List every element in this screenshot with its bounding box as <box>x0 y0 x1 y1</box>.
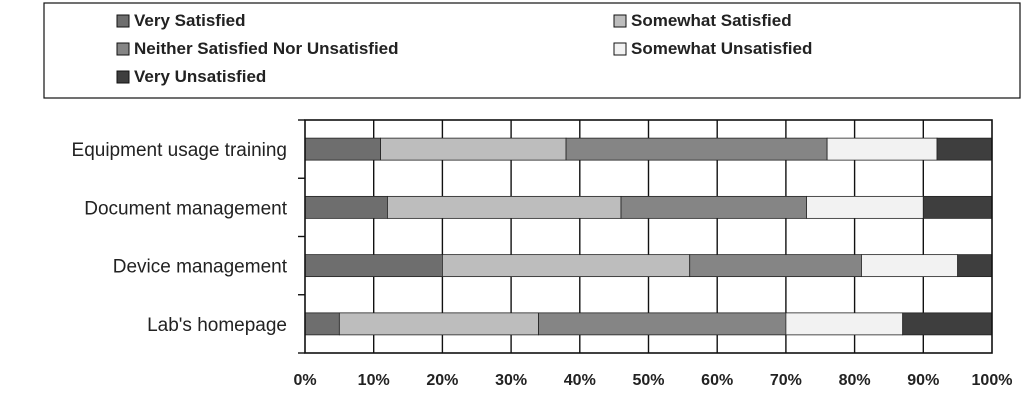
legend: Very Satisfied Somewhat Satisfied Neither … <box>43 2 1021 99</box>
bar-device-management-somewhat-unsatisfied <box>861 254 959 278</box>
bar-document-management-somewhat-unsatisfied <box>806 195 924 219</box>
category-axis: Equipment usage training Document managem… <box>72 140 288 336</box>
legend-entry-somewhat-satisfied: Somewhat Satisfied <box>631 11 792 30</box>
bar-equipment-usage-training-neither-satisfied-nor-unsatisfied <box>565 137 828 161</box>
bar-device-management-very-unsatisfied <box>957 254 993 278</box>
tick-label-40-pct: 40% <box>564 372 596 389</box>
bar-lab-s-homepage-somewhat-unsatisfied <box>785 312 904 336</box>
bar-device-management-somewhat-satisfied <box>441 254 691 278</box>
bar-document-management-very-satisfied <box>304 195 388 219</box>
tick-label-20-pct: 20% <box>426 372 458 389</box>
tick-label-70-pct: 70% <box>770 372 802 389</box>
value-axis: 0% 10% 20% 30% 40% 50% 60% 70% 80% 90% 100% <box>293 372 1012 389</box>
bar-equipment-usage-training-somewhat-satisfied <box>380 137 567 161</box>
tick-label-90-pct: 90% <box>907 372 939 389</box>
bar-device-management-very-satisfied <box>304 254 443 278</box>
bar-lab-s-homepage-very-unsatisfied <box>902 312 993 336</box>
legend-swatch-somewhat-unsatisfied <box>613 42 627 56</box>
bar-document-management-very-unsatisfied <box>922 195 993 219</box>
bar-lab-s-homepage-very-satisfied <box>304 312 340 336</box>
tick-label-10-pct: 10% <box>358 372 390 389</box>
tick-label-100-pct: 100% <box>972 372 1013 389</box>
bar-document-management-somewhat-satisfied <box>387 195 622 219</box>
tick-label-60-pct: 60% <box>701 372 733 389</box>
tick-label-30-pct: 30% <box>495 372 527 389</box>
legend-swatch-very-satisfied <box>116 14 130 28</box>
bar-document-management-neither-satisfied-nor-unsatisfied <box>620 195 807 219</box>
legend-entry-very-satisfied: Very Satisfied <box>134 11 246 30</box>
legend-frame <box>43 2 1021 99</box>
category-label-device-management: Device management <box>113 257 288 278</box>
bar-equipment-usage-training-very-satisfied <box>304 137 381 161</box>
legend-swatch-neither-satisfied-nor-unsatisfied <box>116 42 130 56</box>
bar-lab-s-homepage-somewhat-satisfied <box>338 312 539 336</box>
bar-device-management-neither-satisfied-nor-unsatisfied <box>689 254 862 278</box>
tick-label-80-pct: 80% <box>839 372 871 389</box>
bar-equipment-usage-training-somewhat-unsatisfied <box>826 137 938 161</box>
legend-entry-neither-satisfied-nor-unsatisfied: Neither Satisfied Nor Unsatisfied <box>134 39 399 58</box>
plot-area <box>298 119 993 354</box>
legend-swatch-very-unsatisfied <box>116 70 130 84</box>
category-label-document-management: Document management <box>84 198 287 219</box>
legend-entry-very-unsatisfied: Very Unsatisfied <box>134 67 266 86</box>
bar-lab-s-homepage-neither-satisfied-nor-unsatisfied <box>538 312 787 336</box>
tick-label-0-pct: 0% <box>293 372 316 389</box>
category-label-lab-s-homepage: Lab's homepage <box>147 315 287 336</box>
legend-entry-somewhat-unsatisfied: Somewhat Unsatisfied <box>631 39 812 58</box>
bar-equipment-usage-training-very-unsatisfied <box>936 137 993 161</box>
legend-swatch-somewhat-satisfied <box>613 14 627 28</box>
tick-label-50-pct: 50% <box>632 372 664 389</box>
category-label-equipment-usage-training: Equipment usage training <box>72 140 287 161</box>
